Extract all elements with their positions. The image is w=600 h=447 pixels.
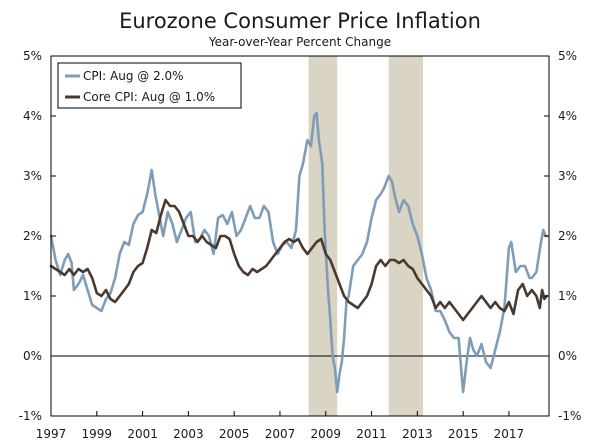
y-tick-label-left: 5% [23,49,42,63]
series-line-1 [49,198,548,322]
plot-frame [50,55,550,417]
y-axis-right: -1% 0% 1% 2% 3% 4% 5% [544,49,581,423]
x-tick-label: 1997 [36,427,67,441]
x-tick-label: 2013 [402,427,433,441]
y-tick-label-left: 4% [23,109,42,123]
x-tick-label: 2005 [219,427,250,441]
chart-title: Eurozone Consumer Price Inflation [119,9,481,33]
y-tick-label-right: 0% [558,349,577,363]
x-tick-label: 2007 [265,427,296,441]
y-axis-left: -1% 0% 1% 2% 3% 4% 5% [19,49,56,423]
chart-subtitle: Year-over-Year Percent Change [208,35,391,49]
y-tick-label-left: 3% [23,169,42,183]
y-tick-label-right: -1% [558,409,581,423]
x-axis: 1997 1999 2001 2003 2005 2007 2009 2011 2013 2015… [36,411,524,441]
x-tick-label: 2003 [173,427,204,441]
x-tick-label: 2017 [494,427,525,441]
plot-border [50,55,550,417]
legend-label-1: Core CPI: Aug @ 1.0% [83,90,215,104]
x-tick-label: 2011 [356,427,387,441]
series-line-0 [49,111,548,394]
x-tick-label: 2009 [310,427,341,441]
y-tick-label-right: 4% [558,109,577,123]
y-tick-label-left: 2% [23,229,42,243]
legend-label-0: CPI: Aug @ 2.0% [83,69,184,83]
legend: CPI: Aug @ 2.0% Core CPI: Aug @ 1.0% [57,62,242,109]
legend-box [57,62,242,109]
series-layer [49,111,548,394]
y-tick-label-right: 3% [558,169,577,183]
x-tick-label: 1999 [82,427,113,441]
x-tick-label: 2001 [127,427,158,441]
y-tick-label-right: 1% [558,289,577,303]
y-tick-label-left: 1% [23,289,42,303]
y-tick-label-right: 2% [558,229,577,243]
y-tick-label-right: 5% [558,49,577,63]
y-tick-label-left: -1% [19,409,42,423]
y-tick-label-left: 0% [23,349,42,363]
x-tick-label: 2015 [448,427,479,441]
